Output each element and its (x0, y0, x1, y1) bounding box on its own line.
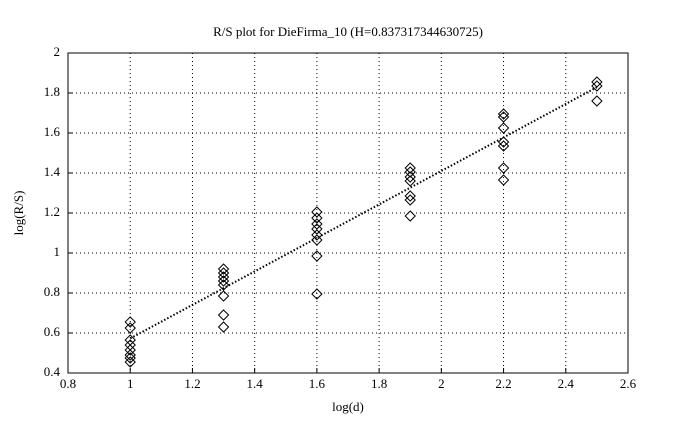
point (404, 190, 416, 202)
point (404, 175, 416, 187)
chart-title: R/S plot for DieFirma_10 (H=0.8373173446… (213, 24, 483, 39)
point (591, 76, 603, 88)
point (404, 162, 416, 174)
point (311, 206, 323, 218)
x-tick-label: 1.6 (309, 376, 326, 391)
point (217, 279, 230, 291)
y-tick-label: 1.6 (44, 124, 61, 139)
point (497, 162, 510, 174)
x-tick-label: 1 (127, 376, 134, 391)
point (217, 275, 230, 287)
point (217, 309, 230, 321)
y-tick-label: 1.4 (44, 164, 61, 179)
point (217, 321, 230, 333)
point (497, 140, 510, 152)
point (404, 171, 416, 183)
y-tick-label: 0.4 (44, 364, 61, 379)
point (217, 263, 230, 275)
point (311, 223, 323, 235)
point (591, 95, 603, 107)
point (311, 288, 323, 300)
y-tick-label: 0.6 (44, 324, 61, 339)
point (497, 174, 510, 186)
y-tick-label: 0.8 (44, 284, 60, 299)
x-tick-label: 1.8 (371, 376, 387, 391)
point (404, 166, 416, 178)
y-axis-label: log(R/S) (11, 191, 26, 236)
point (124, 349, 136, 361)
x-tick-label: 2.4 (558, 376, 575, 391)
point (497, 122, 510, 134)
point (497, 108, 510, 120)
point (311, 229, 323, 241)
point (404, 194, 416, 206)
x-tick-label: 2.2 (495, 376, 511, 391)
point (124, 352, 136, 364)
point (311, 234, 323, 246)
x-tick-label: 2 (438, 376, 445, 391)
x-tick-label: 1.2 (184, 376, 200, 391)
point (217, 267, 230, 279)
y-tick-label: 1.2 (44, 204, 60, 219)
point (124, 322, 136, 334)
point (217, 290, 230, 302)
point (311, 250, 323, 262)
point (124, 316, 136, 328)
point (311, 218, 323, 230)
point (124, 356, 136, 368)
point (404, 210, 416, 222)
y-tick-label: 1 (54, 244, 61, 259)
x-tick-label: 0.8 (60, 376, 76, 391)
point (497, 111, 510, 123)
x-axis-label: log(d) (332, 399, 364, 414)
fit-line (129, 86, 598, 340)
point (124, 344, 136, 356)
y-tick-label: 2 (54, 44, 61, 59)
x-tick-label: 1.4 (247, 376, 264, 391)
plot-frame (67, 52, 629, 374)
y-tick-label: 1.8 (44, 84, 60, 99)
x-tick-label: 2.6 (620, 376, 637, 391)
point (217, 271, 230, 283)
point (497, 136, 510, 148)
point (591, 80, 603, 92)
point (311, 212, 323, 224)
